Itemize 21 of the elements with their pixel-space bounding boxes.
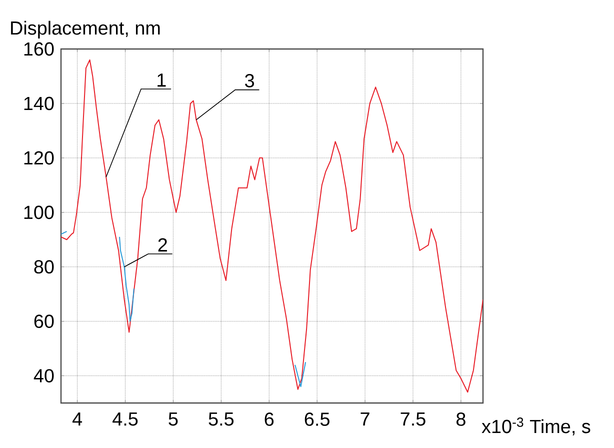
x-tick-label: 5 <box>168 412 178 426</box>
x-tick-label: 4.5 <box>112 412 138 426</box>
x-tick-label: 4 <box>72 412 82 426</box>
y-tick-label: 160 <box>24 42 54 56</box>
x-tick-label: 7.5 <box>400 412 426 426</box>
x-tick-label: 5.5 <box>208 412 234 426</box>
x-tick-label: 6 <box>264 412 274 426</box>
x-tick-label: 6.5 <box>304 412 330 426</box>
x-axis-title: x10$^{-3}$ Time, s <box>482 418 590 436</box>
y-tick-label: 140 <box>24 96 54 110</box>
y-tick-label: 80 <box>34 260 54 274</box>
x-tick-label: 8 <box>456 412 466 426</box>
y-axis-title: Displacement, nm <box>11 20 160 38</box>
annotation: 1 <box>158 74 166 87</box>
x-tick-label: 7 <box>360 412 370 426</box>
y-tick-label: 60 <box>34 314 54 328</box>
y-tick-label: 120 <box>24 151 54 165</box>
annotation: 3 <box>245 74 254 88</box>
y-tick-label: 100 <box>24 206 54 220</box>
y-tick-label: 40 <box>34 369 54 382</box>
annotation: 2 <box>158 238 167 252</box>
